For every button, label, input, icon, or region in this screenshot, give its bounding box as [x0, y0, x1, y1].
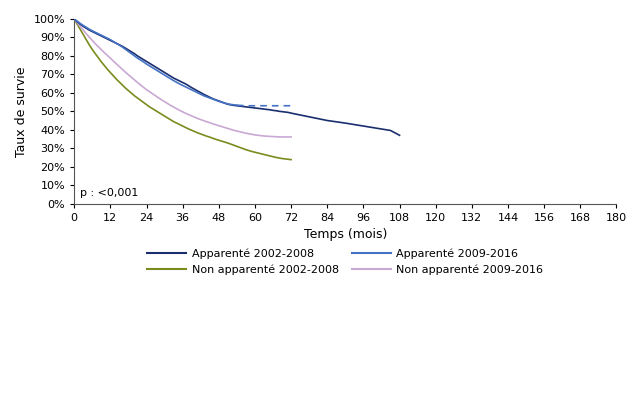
X-axis label: Temps (mois): Temps (mois)	[304, 228, 387, 241]
Y-axis label: Taux de survie: Taux de survie	[15, 66, 28, 156]
Text: p : <0,001: p : <0,001	[80, 188, 139, 198]
Legend: Apparenté 2002-2008, Non apparenté 2002-2008, Apparenté 2009-2016, Non apparenté: Apparenté 2002-2008, Non apparenté 2002-…	[143, 244, 548, 279]
